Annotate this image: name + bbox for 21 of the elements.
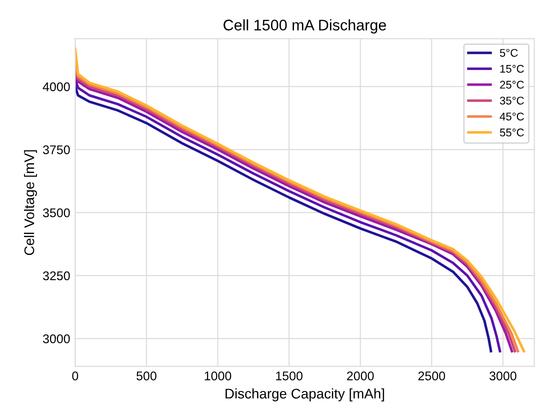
y-tick-label: 3250 [42, 271, 70, 280]
y-tick-label: 3500 [42, 208, 70, 218]
legend-label: 45°C [500, 112, 524, 120]
x-tick-label: 3000 [490, 371, 516, 380]
y-tick-label: 4000 [42, 82, 70, 92]
x-tick-label: 2500 [418, 371, 446, 380]
chart-title: Cell 1500 mA Discharge [224, 19, 386, 34]
legend-label: 25°C [500, 80, 524, 89]
y-tick-label: 3750 [42, 145, 70, 154]
x-tick-label: 1500 [276, 371, 302, 380]
x-tick-label: 500 [136, 371, 156, 380]
legend-label: 5°C [500, 48, 518, 57]
x-tick-label: 1000 [204, 371, 232, 380]
legend-label: 35°C [500, 96, 524, 105]
y-tick-label: 3000 [42, 334, 70, 344]
x-tick-label: 2000 [347, 371, 374, 380]
x-axis-title: Discharge Capacity [mAh] [226, 388, 384, 402]
legend-label: 55°C [500, 128, 524, 136]
legend-label: 15°C [500, 64, 524, 73]
y-axis-title: Cell Voltage [mV] [24, 150, 37, 256]
x-tick-label: 0 [72, 371, 78, 380]
